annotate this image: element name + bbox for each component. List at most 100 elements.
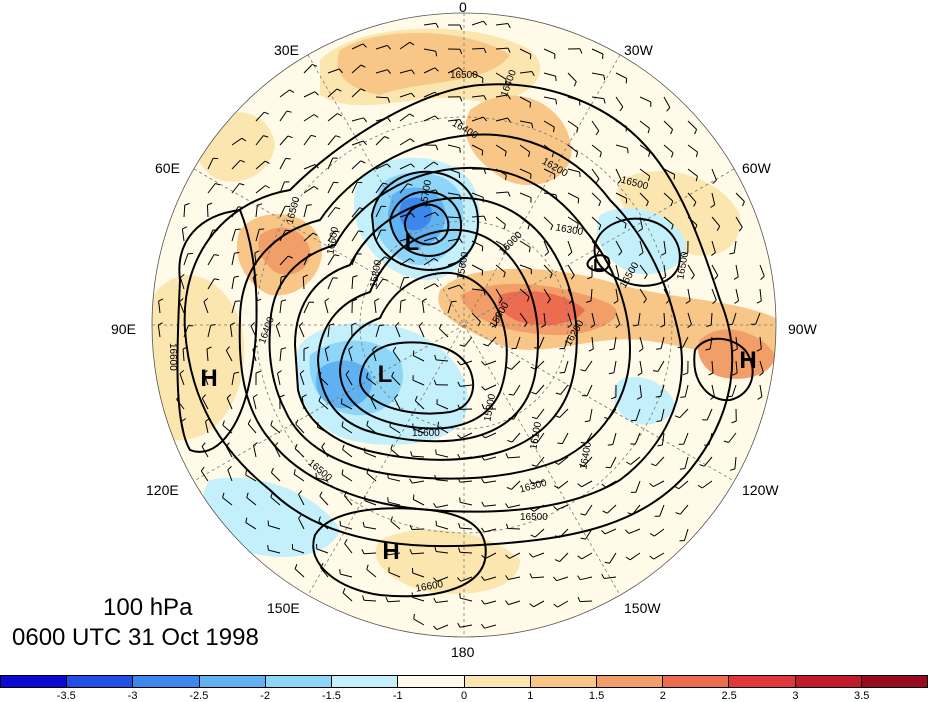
wind-barb-feather <box>505 246 507 252</box>
wind-barb-feather <box>203 298 209 303</box>
wind-barb-staff <box>583 456 593 467</box>
wind-barb-staff <box>399 183 408 194</box>
wind-barb-feather <box>435 145 439 151</box>
wind-barb-feather <box>336 88 342 92</box>
wind-barb-staff <box>703 456 713 467</box>
colorbar-segment <box>861 676 928 687</box>
wind-barb-feather <box>605 466 611 469</box>
wind-barb-staff <box>375 205 382 218</box>
wind-barb-feather <box>529 553 534 558</box>
wind-barb-feather <box>649 555 655 560</box>
wind-barb-staff <box>484 432 497 439</box>
wind-barb-feather <box>481 150 484 156</box>
wind-barb-staff <box>615 168 622 181</box>
wind-barb-feather <box>507 47 511 53</box>
cool-patch <box>596 208 686 275</box>
wind-barb-feather <box>682 252 688 256</box>
wind-barb-feather <box>481 386 486 391</box>
wind-barb-feather <box>412 494 415 500</box>
wind-barb-staff <box>591 120 600 132</box>
wind-barb-feather <box>508 393 514 396</box>
wind-barb-staff <box>613 360 617 373</box>
wind-barb-staff <box>543 264 553 275</box>
wind-barb-staff <box>231 183 240 194</box>
wind-barb-staff <box>471 72 484 79</box>
wind-barb-staff <box>609 552 617 564</box>
wind-barb-staff <box>471 20 484 26</box>
wind-barb-staff <box>559 528 569 538</box>
wind-barb-staff <box>460 432 473 439</box>
wind-barb-feather <box>608 372 614 375</box>
wind-barb-staff <box>495 94 508 98</box>
wind-barb-feather <box>339 569 341 575</box>
wind-barb-staff <box>348 349 353 362</box>
wind-barb-staff <box>495 312 497 326</box>
wind-barb-staff <box>731 312 737 325</box>
wind-barb-staff <box>279 230 286 242</box>
title-time: 0600 UTC 31 Oct 1998 <box>12 624 259 651</box>
wind-barb-feather <box>570 274 575 280</box>
wind-barb-staff <box>543 96 556 100</box>
wind-barb-staff <box>586 384 593 397</box>
wind-barb-feather <box>682 372 688 376</box>
wind-barb-feather <box>577 596 581 602</box>
wind-barb-staff <box>508 504 521 509</box>
wind-barb-feather <box>457 477 461 483</box>
wind-barb-staff <box>295 423 305 434</box>
wind-barb-staff <box>511 480 521 490</box>
wind-barb-feather <box>601 573 605 579</box>
map-boundary <box>151 12 777 638</box>
wind-barb-staff <box>495 264 506 273</box>
wind-barb-feather <box>329 323 335 326</box>
wind-barb-staff <box>447 67 459 74</box>
wind-barb-feather <box>385 596 389 603</box>
wind-barb-feather <box>636 396 642 400</box>
wind-barb-feather <box>625 78 628 84</box>
wind-barb-staff <box>268 549 281 554</box>
wind-barb-feather <box>263 135 269 138</box>
wind-barb-staff <box>179 301 185 314</box>
wind-barb-feather <box>544 251 549 256</box>
wind-barb-staff <box>471 116 484 122</box>
wind-barb-feather <box>694 224 698 230</box>
wind-barb-feather <box>555 194 558 200</box>
wind-barb-staff <box>679 504 689 515</box>
contour-label: 15600 <box>455 251 471 281</box>
low-center-label: L <box>405 229 420 256</box>
colorbar-tick-label: -3.5 <box>56 690 76 702</box>
wind-barb-feather <box>481 360 486 366</box>
wind-barb-feather <box>609 348 615 351</box>
wind-barb-staff <box>605 480 617 488</box>
wind-barb-staff <box>711 288 717 301</box>
wind-barb-staff <box>436 453 449 458</box>
contour <box>693 337 754 402</box>
colorbar-tick-label: 3 <box>792 690 799 702</box>
wind-barb-feather <box>234 371 240 374</box>
wind-barb-feather <box>222 420 225 426</box>
wind-barb-feather <box>670 129 674 135</box>
wind-barb-staff <box>591 72 604 76</box>
wind-barb-feather <box>603 98 606 104</box>
wind-barb-feather <box>529 507 535 512</box>
wind-barb-staff <box>558 480 569 489</box>
wind-barb-staff <box>319 495 329 506</box>
wind-barb-staff <box>183 253 189 266</box>
wind-barb-feather <box>507 117 511 123</box>
wind-barb-staff <box>519 312 528 323</box>
wind-barb-feather <box>387 473 389 479</box>
wind-barb-feather <box>279 394 285 398</box>
wind-barb-staff <box>615 144 628 149</box>
wind-barb-staff <box>302 276 305 290</box>
wind-barb-staff <box>687 144 698 153</box>
colorbar-segment <box>729 676 796 687</box>
wind-barb-feather <box>643 298 647 304</box>
wind-barb-staff <box>734 456 737 469</box>
wind-barb-staff <box>759 264 765 277</box>
wind-barb-feather <box>580 369 586 372</box>
wind-barb-feather <box>358 230 364 233</box>
wind-barb-staff <box>559 408 569 418</box>
wind-barb-staff <box>639 144 651 153</box>
wind-barb-staff <box>536 408 545 419</box>
wind-barb-feather <box>505 575 509 580</box>
wind-barb-staff <box>250 325 257 338</box>
